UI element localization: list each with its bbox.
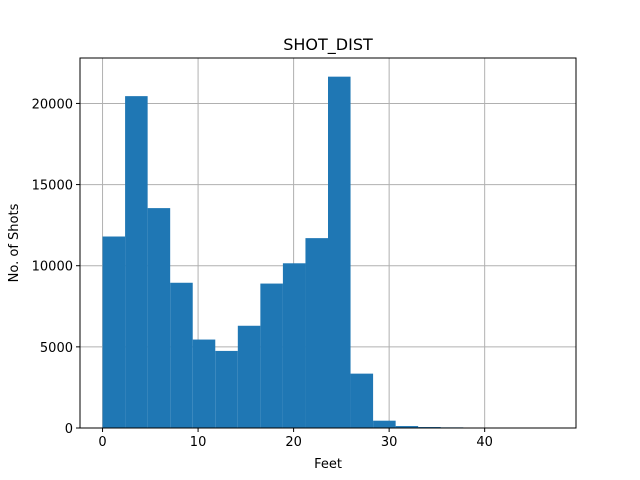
histogram-bar bbox=[282, 263, 306, 428]
histogram-bar bbox=[170, 282, 193, 428]
y-tick-label: 0 bbox=[65, 422, 73, 437]
histogram-bar bbox=[350, 373, 374, 428]
histogram-bar bbox=[328, 76, 351, 428]
y-tick-label: 20000 bbox=[32, 97, 73, 112]
histogram-bar bbox=[237, 325, 261, 428]
chart-title: SHOT_DIST bbox=[283, 35, 373, 55]
histogram-bar bbox=[125, 96, 148, 429]
histogram-bar bbox=[260, 283, 283, 428]
histogram-bar bbox=[395, 426, 419, 428]
histogram-bar bbox=[305, 238, 328, 428]
x-tick-label: 30 bbox=[381, 435, 398, 450]
y-tick-label: 10000 bbox=[32, 260, 73, 275]
histogram-bar bbox=[147, 208, 171, 428]
y-tick-label: 5000 bbox=[40, 341, 73, 356]
y-tick-label: 15000 bbox=[32, 179, 73, 194]
x-tick-label: 10 bbox=[190, 435, 207, 450]
plot-frame bbox=[79, 57, 577, 429]
x-axis-label: Feet bbox=[314, 457, 342, 472]
histogram-bar bbox=[102, 236, 126, 428]
y-axis-label: No. of Shots bbox=[7, 203, 22, 282]
histogram-bar bbox=[373, 420, 396, 428]
y-axis-ticks: 0 5000 10000 15000 20000 bbox=[32, 97, 80, 437]
x-tick-label: 0 bbox=[98, 435, 106, 450]
x-tick-label: 40 bbox=[476, 435, 493, 450]
histogram-bar bbox=[192, 339, 216, 428]
bars bbox=[102, 76, 554, 429]
x-tick-label: 20 bbox=[285, 435, 302, 450]
x-axis-ticks: 0 10 20 30 40 bbox=[98, 428, 493, 450]
histogram-bar bbox=[215, 350, 238, 428]
